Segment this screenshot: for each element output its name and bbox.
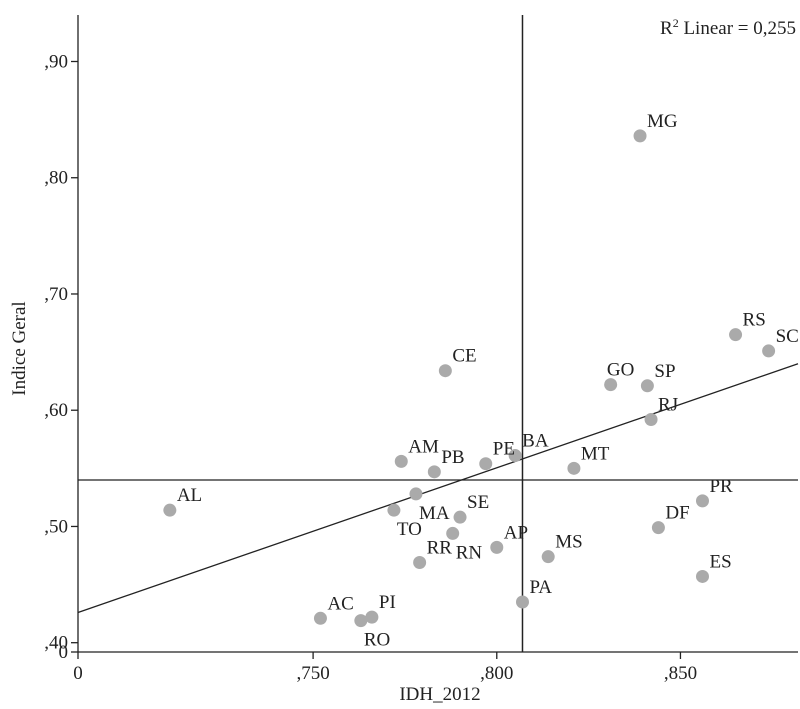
data-point-rs	[729, 328, 743, 342]
data-point-sp	[640, 379, 654, 393]
r-squared-annotation: R2 Linear = 0,255	[660, 16, 796, 39]
data-point-am	[394, 454, 408, 468]
r-squared-superscript: 2	[673, 16, 679, 30]
data-point-al	[163, 503, 177, 517]
y-origin-label: 0	[59, 642, 69, 663]
data-point-ap	[490, 540, 504, 554]
data-point-ce	[438, 364, 452, 378]
point-labels: AL AC RO PI TO AM MA RR PB CE RN SE PE AP BA PA MS MT GO MG…	[177, 111, 799, 651]
data-point-pb	[427, 465, 441, 479]
axes	[77, 15, 798, 653]
point-label-rs: RS	[743, 310, 766, 331]
data-point-pi	[365, 610, 379, 624]
y-tick-label: ,80	[44, 168, 68, 189]
point-label-sp: SP	[654, 361, 675, 382]
data-point-ma	[409, 487, 423, 501]
r-squared-symbol: R	[660, 18, 673, 39]
point-label-ba: BA	[522, 431, 549, 452]
axis-ticks: ,40 ,50 ,60 ,70 ,80 ,90 0 ,750 ,800 ,850 0	[44, 51, 697, 684]
point-label-go: GO	[607, 360, 634, 381]
x-origin-label: 0	[73, 663, 83, 684]
data-point-ms	[541, 550, 555, 564]
point-label-mg: MG	[647, 111, 678, 132]
data-point-pr	[695, 494, 709, 508]
point-label-ce: CE	[452, 346, 476, 367]
point-label-mt: MT	[581, 443, 610, 464]
data-point-to	[387, 503, 401, 517]
point-label-ac: AC	[327, 593, 353, 614]
data-point-rn	[446, 526, 460, 540]
point-label-al: AL	[177, 485, 202, 506]
point-label-pe: PE	[493, 439, 515, 460]
data-point-se	[453, 510, 467, 524]
data-point-sc	[762, 344, 776, 358]
point-label-ro: RO	[364, 630, 390, 651]
fit-line-group	[77, 363, 799, 614]
reference-lines	[78, 15, 798, 652]
data-point-rr	[413, 555, 427, 569]
y-tick-label: ,70	[44, 284, 68, 305]
data-point-pe	[479, 457, 493, 471]
y-tick-label: ,90	[44, 51, 68, 72]
point-label-sc: SC	[776, 326, 799, 347]
point-label-pi: PI	[379, 592, 396, 613]
point-label-ms: MS	[555, 532, 582, 553]
point-label-am: AM	[408, 436, 439, 457]
point-label-to: TO	[397, 519, 422, 540]
point-label-pb: PB	[441, 447, 464, 468]
data-point-es	[695, 569, 709, 583]
y-tick-label: ,50	[44, 516, 68, 537]
point-label-rr: RR	[427, 537, 453, 558]
data-point-mt	[567, 461, 581, 475]
data-point-ac	[313, 611, 327, 625]
point-label-es: ES	[709, 551, 731, 572]
point-label-ma: MA	[419, 503, 450, 524]
y-axis-title: Indice Geral	[9, 301, 30, 395]
point-label-pa: PA	[529, 577, 552, 598]
point-label-pr: PR	[709, 476, 733, 497]
data-point-ro	[354, 614, 368, 628]
point-label-df: DF	[665, 503, 689, 524]
point-label-rj: RJ	[658, 395, 678, 416]
x-axis-title: IDH_2012	[399, 684, 480, 705]
data-point-go	[604, 378, 618, 392]
x-tick-label: ,750	[296, 663, 329, 684]
r-squared-value: Linear = 0,255	[679, 18, 796, 39]
y-tick-label: ,40	[44, 633, 68, 654]
x-tick-label: ,850	[664, 663, 697, 684]
x-tick-label: ,800	[480, 663, 513, 684]
linear-fit-line	[77, 363, 799, 614]
point-label-rn: RN	[456, 542, 483, 563]
data-point-pa	[515, 595, 529, 609]
data-point-mg	[633, 129, 647, 143]
point-label-se: SE	[467, 492, 489, 513]
data-point-rj	[644, 413, 658, 427]
data-points	[163, 129, 776, 628]
y-tick-label: ,60	[44, 400, 68, 421]
data-point-df	[651, 521, 665, 535]
point-label-ap: AP	[504, 522, 528, 543]
data-point-ba	[508, 449, 522, 463]
